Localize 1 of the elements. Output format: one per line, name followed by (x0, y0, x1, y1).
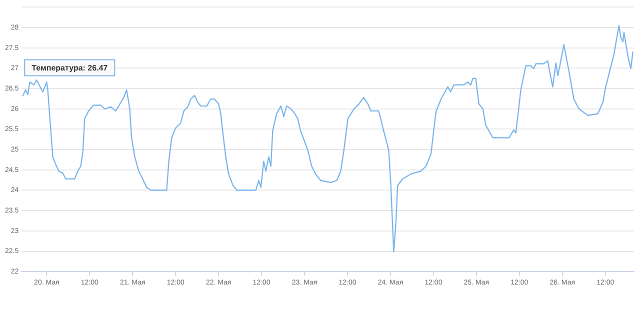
annotation: Температура: 26.47 (32, 63, 108, 72)
